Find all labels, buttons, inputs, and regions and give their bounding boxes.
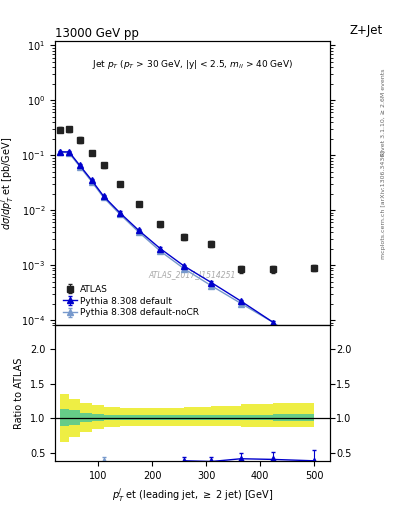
Text: ATLAS_2017_I1514251: ATLAS_2017_I1514251 bbox=[149, 270, 236, 279]
Y-axis label: $d\sigma/dp_{T}^{j}$ et [pb/GeV]: $d\sigma/dp_{T}^{j}$ et [pb/GeV] bbox=[0, 137, 16, 230]
Text: Rivet 3.1.10, ≥ 2.6M events: Rivet 3.1.10, ≥ 2.6M events bbox=[381, 69, 386, 156]
Text: 13000 GeV pp: 13000 GeV pp bbox=[55, 27, 139, 40]
Y-axis label: Ratio to ATLAS: Ratio to ATLAS bbox=[15, 357, 24, 429]
Legend: ATLAS, Pythia 8.308 default, Pythia 8.308 default-noCR: ATLAS, Pythia 8.308 default, Pythia 8.30… bbox=[59, 281, 203, 321]
X-axis label: $p_{T}^{j}$ et (leading jet, $\geq$ 2 jet) [GeV]: $p_{T}^{j}$ et (leading jet, $\geq$ 2 je… bbox=[112, 486, 273, 504]
Text: Z+Jet: Z+Jet bbox=[349, 24, 382, 37]
Text: Jet $p_T$ ($p_T$ > 30 GeV, |y| < 2.5, $m_{ll}$ > 40 GeV): Jet $p_T$ ($p_T$ > 30 GeV, |y| < 2.5, $m… bbox=[92, 58, 293, 71]
Text: mcplots.cern.ch [arXiv:1306.3436]: mcplots.cern.ch [arXiv:1306.3436] bbox=[381, 151, 386, 259]
